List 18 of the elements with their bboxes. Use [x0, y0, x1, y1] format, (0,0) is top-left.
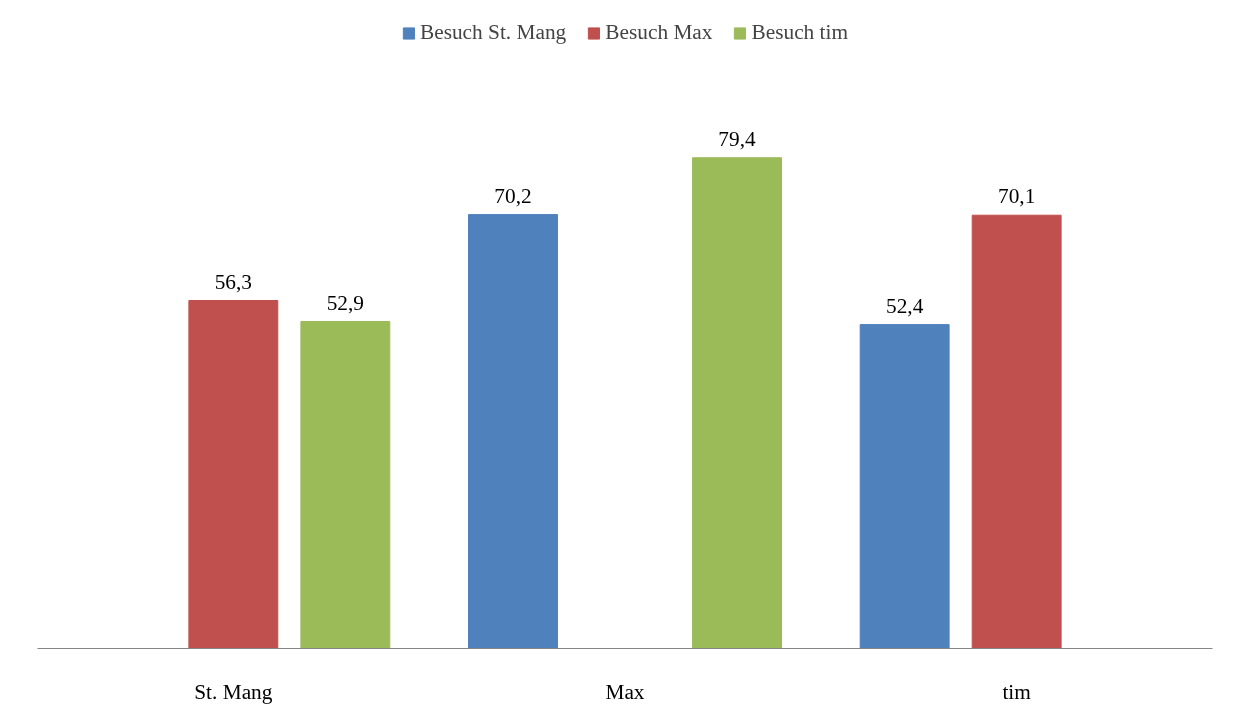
data-label: 70,1: [998, 184, 1036, 209]
x-tick-label: Max: [605, 679, 645, 704]
bar: [300, 321, 391, 649]
bar: [468, 214, 558, 649]
data-label: 52,9: [326, 290, 365, 315]
bar: [692, 157, 782, 649]
x-tick-label: tim: [1002, 679, 1032, 704]
x-tick-label: St. Mang: [194, 679, 273, 704]
bar: [859, 324, 950, 649]
legend-label: Besuch St. Mang: [419, 20, 567, 45]
data-label: 79,4: [718, 126, 757, 151]
bar: [188, 300, 279, 649]
data-label: 52,4: [885, 293, 924, 318]
legend-label: Besuch tim: [751, 20, 849, 45]
legend-label: Besuch Max: [605, 20, 713, 45]
bar: [971, 214, 1062, 649]
data-label: 56,3: [214, 269, 252, 294]
data-label: 70,2: [494, 183, 532, 208]
